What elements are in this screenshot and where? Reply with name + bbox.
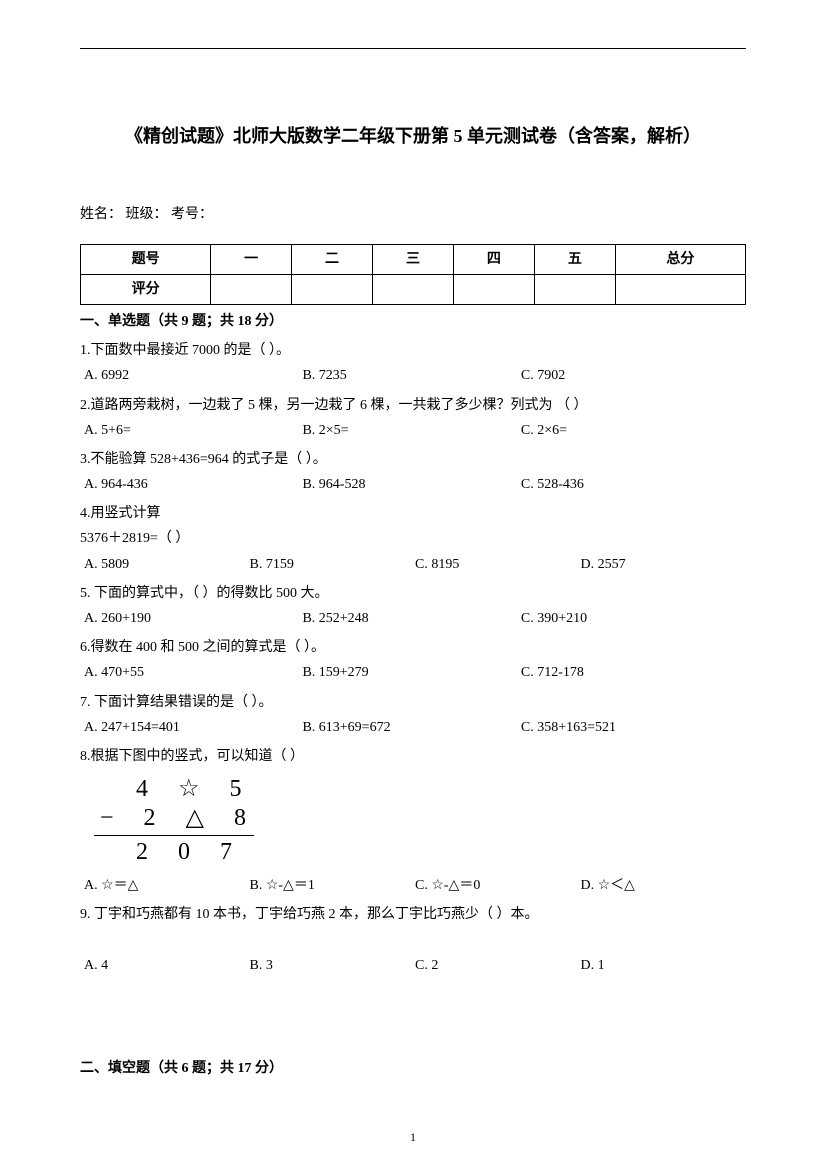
q8-calc-underline: [94, 835, 254, 836]
q9-option-b[interactable]: B. 3: [250, 953, 416, 978]
question-5: 5. 下面的算式中，（ ）的得数比 500 大。 A. 260+190 B. 2…: [80, 581, 746, 631]
q7-option-a[interactable]: A. 247+154=401: [84, 715, 302, 740]
q4-stem1: 4.用竖式计算: [80, 501, 746, 526]
q8-calc-row1: 4 ☆ 5: [100, 775, 746, 804]
q1-option-a[interactable]: A. 6992: [84, 363, 302, 388]
score-col-5: 五: [534, 244, 615, 274]
q8-calc-result: 2 0 7: [100, 838, 746, 867]
section-2-title: 二、填空题（共 6 题；共 17 分）: [80, 1056, 746, 1081]
q6-stem: 6.得数在 400 和 500 之间的算式是（ ）。: [80, 635, 746, 660]
q8-stem: 8.根据下图中的竖式，可以知道（ ）: [80, 744, 746, 769]
q2-option-a[interactable]: A. 5+6=: [84, 418, 302, 443]
q3-option-b[interactable]: B. 964-528: [302, 472, 520, 497]
score-table: 题号 一 二 三 四 五 总分 评分: [80, 244, 746, 305]
question-8: 8.根据下图中的竖式，可以知道（ ） 4 ☆ 5 − 2 △ 8 2 0 7 A…: [80, 744, 746, 898]
question-3: 3.不能验算 528+436=964 的式子是（ ）。 A. 964-436 B…: [80, 447, 746, 497]
q6-option-a[interactable]: A. 470+55: [84, 660, 302, 685]
q5-stem: 5. 下面的算式中，（ ）的得数比 500 大。: [80, 581, 746, 606]
score-col-2: 二: [292, 244, 373, 274]
question-9: 9. 丁宇和巧燕都有 10 本书，丁宇给巧燕 2 本，那么丁宇比巧燕少（ ）本。…: [80, 902, 746, 978]
q1-option-b[interactable]: B. 7235: [302, 363, 520, 388]
q8-option-c[interactable]: C. ☆-△＝0: [415, 873, 581, 898]
q5-option-c[interactable]: C. 390+210: [521, 606, 739, 631]
q9-option-d[interactable]: D. 1: [581, 953, 747, 978]
num-label: 考号：: [171, 207, 213, 222]
q1-option-c[interactable]: C. 7902: [521, 363, 739, 388]
q2-stem: 2.道路两旁栽树，一边栽了 5 棵，另一边栽了 6 棵，一共栽了多少棵？列式为 …: [80, 393, 746, 418]
score-value-row: 评分: [81, 274, 746, 304]
q2-option-b[interactable]: B. 2×5=: [302, 418, 520, 443]
q8-option-a[interactable]: A. ☆＝△: [84, 873, 250, 898]
q8-option-b[interactable]: B. ☆-△＝1: [250, 873, 416, 898]
score-col-total: 总分: [615, 244, 745, 274]
score-row-label: 评分: [81, 274, 211, 304]
header-rule: [80, 48, 746, 49]
page-number: 1: [0, 1127, 826, 1149]
question-2: 2.道路两旁栽树，一边栽了 5 棵，另一边栽了 6 棵，一共栽了多少棵？列式为 …: [80, 393, 746, 443]
score-col-4: 四: [453, 244, 534, 274]
question-7: 7. 下面计算结果错误的是（ ）。 A. 247+154=401 B. 613+…: [80, 690, 746, 740]
q3-option-a[interactable]: A. 964-436: [84, 472, 302, 497]
score-cell[interactable]: [534, 274, 615, 304]
q4-option-a[interactable]: A. 5809: [84, 552, 250, 577]
q5-option-b[interactable]: B. 252+248: [302, 606, 520, 631]
q8-option-d[interactable]: D. ☆＜△: [581, 873, 747, 898]
q2-option-c[interactable]: C. 2×6=: [521, 418, 739, 443]
score-cell[interactable]: [615, 274, 745, 304]
q9-stem: 9. 丁宇和巧燕都有 10 本书，丁宇给巧燕 2 本，那么丁宇比巧燕少（ ）本。: [80, 902, 746, 927]
question-1: 1.下面数中最接近 7000 的是（ ）。 A. 6992 B. 7235 C.…: [80, 338, 746, 388]
page-title: 《精创试题》北师大版数学二年级下册第 5 单元测试卷（含答案，解析）: [80, 120, 746, 152]
score-col-3: 三: [373, 244, 454, 274]
score-cell[interactable]: [292, 274, 373, 304]
q1-stem: 1.下面数中最接近 7000 的是（ ）。: [80, 338, 746, 363]
score-cell[interactable]: [211, 274, 292, 304]
q4-option-b[interactable]: B. 7159: [250, 552, 416, 577]
score-col-1: 一: [211, 244, 292, 274]
question-6: 6.得数在 400 和 500 之间的算式是（ ）。 A. 470+55 B. …: [80, 635, 746, 685]
score-header-row: 题号 一 二 三 四 五 总分: [81, 244, 746, 274]
q4-option-d[interactable]: D. 2557: [581, 552, 747, 577]
score-cell[interactable]: [453, 274, 534, 304]
q7-stem: 7. 下面计算结果错误的是（ ）。: [80, 690, 746, 715]
section-1-title: 一、单选题（共 9 题；共 18 分）: [80, 309, 746, 334]
question-4: 4.用竖式计算 5376＋2819=（ ） A. 5809 B. 7159 C.…: [80, 501, 746, 577]
q8-calc-row2: − 2 △ 8: [100, 804, 746, 833]
q4-stem2: 5376＋2819=（ ）: [80, 526, 746, 551]
q6-option-c[interactable]: C. 712-178: [521, 660, 739, 685]
name-label: 姓名：: [80, 207, 122, 222]
q8-vertical-calculation: 4 ☆ 5 − 2 △ 8 2 0 7: [100, 775, 746, 866]
score-cell[interactable]: [373, 274, 454, 304]
score-col-label: 题号: [81, 244, 211, 274]
student-info: 姓名： 班级： 考号：: [80, 202, 746, 227]
q3-stem: 3.不能验算 528+436=964 的式子是（ ）。: [80, 447, 746, 472]
q6-option-b[interactable]: B. 159+279: [302, 660, 520, 685]
q7-option-b[interactable]: B. 613+69=672: [302, 715, 520, 740]
q9-option-a[interactable]: A. 4: [84, 953, 250, 978]
class-label: 班级：: [126, 207, 168, 222]
q3-option-c[interactable]: C. 528-436: [521, 472, 739, 497]
q4-option-c[interactable]: C. 8195: [415, 552, 581, 577]
q7-option-c[interactable]: C. 358+163=521: [521, 715, 739, 740]
q5-option-a[interactable]: A. 260+190: [84, 606, 302, 631]
q9-option-c[interactable]: C. 2: [415, 953, 581, 978]
